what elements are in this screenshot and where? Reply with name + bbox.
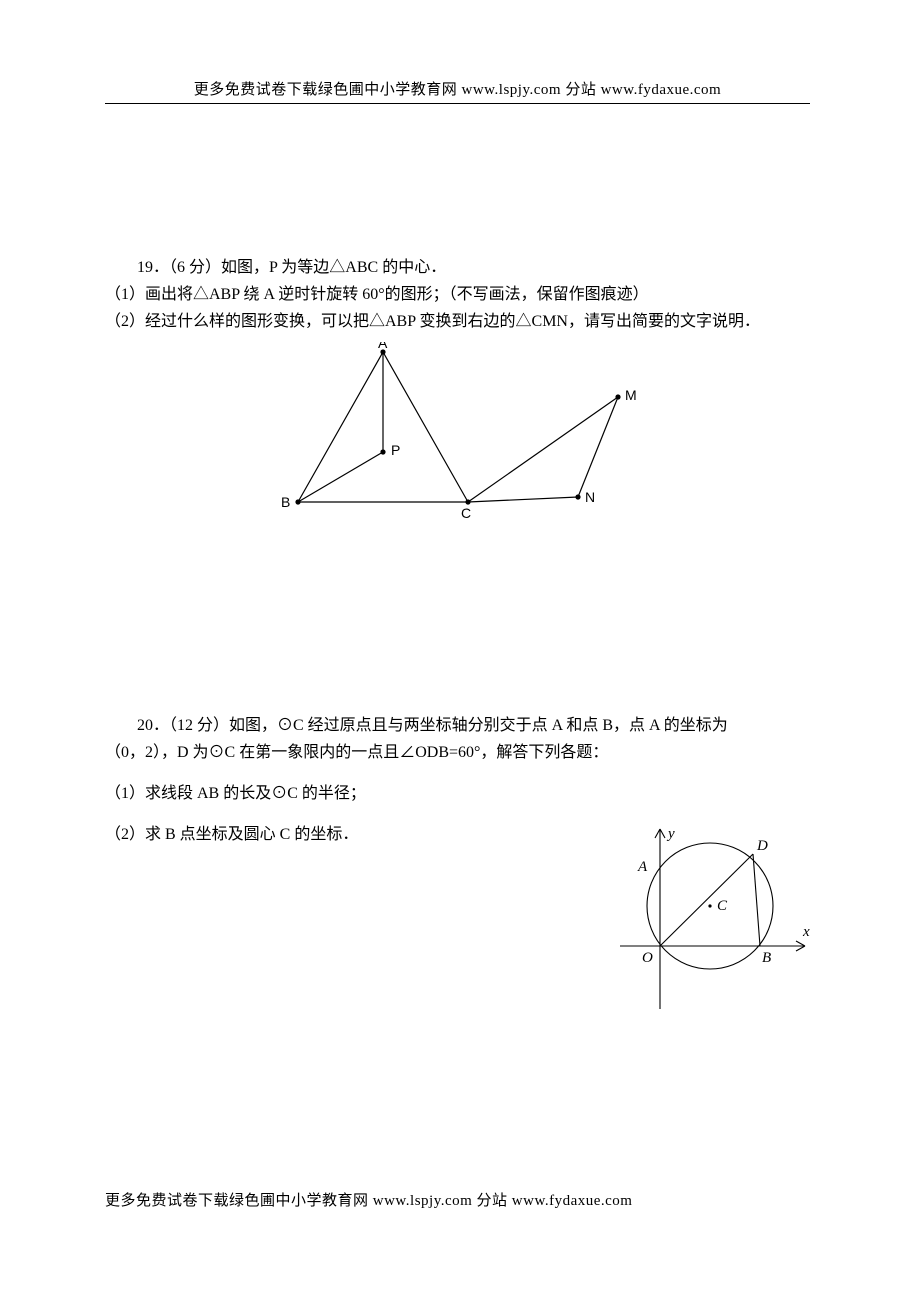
label-N: N xyxy=(585,489,595,505)
q19-title: 19．（6 分）如图，P 为等边△ABC 的中心． xyxy=(105,254,810,281)
label-M: M xyxy=(625,387,637,403)
question-20: 20．（12 分）如图，⊙C 经过原点且与两坐标轴分别交于点 A 和点 B，点 … xyxy=(105,712,810,849)
label-P: P xyxy=(391,442,400,458)
page-footer: 更多免费试卷下载绿色圃中小学教育网 www.lspjy.com 分站 www.f… xyxy=(105,1189,632,1210)
triangle-diagram: A B C P M N xyxy=(243,342,673,527)
label-B2: B xyxy=(762,950,771,966)
document-page: 更多免费试卷下载绿色圃中小学教育网 www.lspjy.com 分站 www.f… xyxy=(0,0,920,1300)
page-header: 更多免费试卷下载绿色圃中小学教育网 www.lspjy.com 分站 www.f… xyxy=(105,78,810,104)
label-C: C xyxy=(461,505,471,521)
q19-figure: A B C P M N xyxy=(105,342,810,532)
label-O2: O xyxy=(642,950,653,966)
label-C2: C xyxy=(717,898,728,914)
q20-title-a: 20．（12 分）如图，⊙C 经过原点且与两坐标轴分别交于点 A 和点 B，点 … xyxy=(105,712,810,739)
label-y: y xyxy=(666,826,675,842)
label-x: x xyxy=(802,924,810,940)
label-A: A xyxy=(378,342,388,351)
label-D2: D xyxy=(756,838,768,854)
header-text: 更多免费试卷下载绿色圃中小学教育网 www.lspjy.com 分站 www.f… xyxy=(194,82,721,98)
q20-sub1: （1）求线段 AB 的长及⊙C 的半径； xyxy=(105,780,810,807)
q19-sub1: （1）画出将△ABP 绕 A 逆时针旋转 60°的图形；（不写画法，保留作图痕迹… xyxy=(105,281,810,308)
q20-title-b: （0，2），D 为⊙C 在第一象限内的一点且∠ODB=60°，解答下列各题： xyxy=(105,739,810,766)
circle-axes-diagram: A B C D O x y xyxy=(610,824,820,1019)
q19-sub2: （2）经过什么样的图形变换，可以把△ABP 变换到右边的△CMN，请写出简要的文… xyxy=(105,308,810,335)
question-19: 19．（6 分）如图，P 为等边△ABC 的中心． （1）画出将△ABP 绕 A… xyxy=(105,254,810,532)
footer-text: 更多免费试卷下载绿色圃中小学教育网 www.lspjy.com 分站 www.f… xyxy=(105,1193,632,1209)
label-B: B xyxy=(281,494,290,510)
label-A2: A xyxy=(637,859,648,875)
q20-figure: A B C D O x y xyxy=(610,824,820,1024)
